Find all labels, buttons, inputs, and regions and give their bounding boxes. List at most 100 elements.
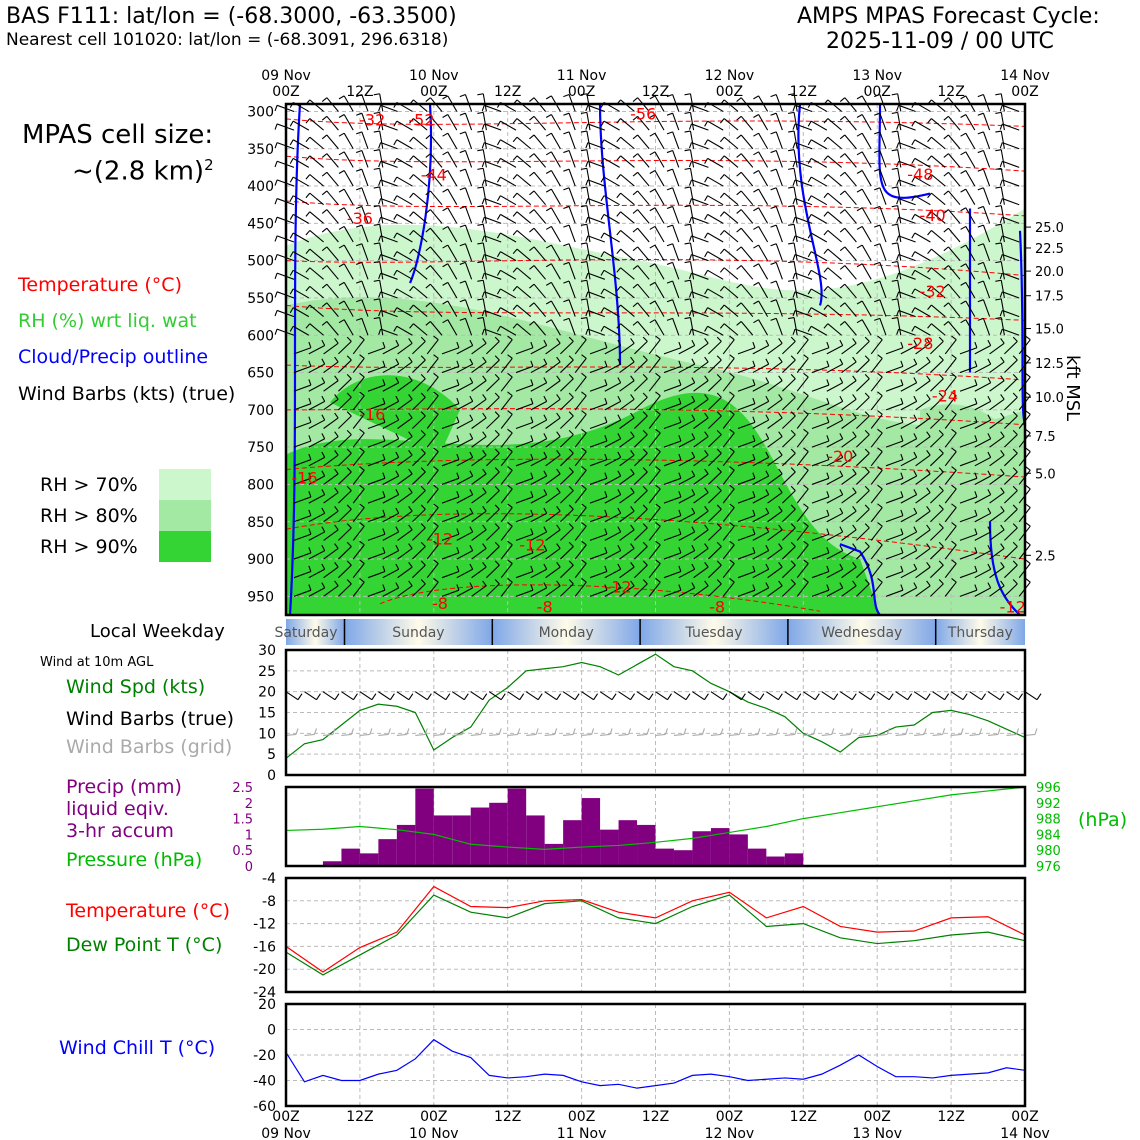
wind-barb xyxy=(914,251,931,262)
wind-barb xyxy=(758,188,769,205)
wind-barb-flag xyxy=(729,522,735,527)
wind-barb-flag xyxy=(507,410,513,415)
wind-barb xyxy=(326,302,339,317)
wind-barb-flag xyxy=(704,561,709,568)
wind-barb xyxy=(412,583,426,597)
wind-barb-flag xyxy=(556,450,561,456)
wind-barb-flag xyxy=(729,447,735,453)
wind-barb xyxy=(648,488,661,504)
wind-barb-flag xyxy=(839,115,846,121)
wind-barb-flag xyxy=(943,227,949,233)
wind-barb-flag xyxy=(616,230,622,236)
wind-barb xyxy=(430,246,443,262)
wind-barb xyxy=(293,496,312,504)
wind-barb xyxy=(723,304,739,318)
wind-barb-flag xyxy=(666,224,673,228)
wind-barb xyxy=(589,552,608,560)
pressure-tick-label: 984 xyxy=(1036,828,1061,843)
wind-barb-flag xyxy=(543,414,548,421)
wind-barb-flag xyxy=(507,354,513,359)
wind-barb-flag xyxy=(543,395,548,402)
wind-barb xyxy=(737,477,756,485)
wind-barb xyxy=(586,298,591,317)
wind-barb-flag xyxy=(891,167,898,170)
wind-chill-line xyxy=(285,1038,1026,1089)
surface-wind-barb-flag xyxy=(870,693,876,700)
grid-wind-barb-flag xyxy=(775,728,779,735)
wind-barb-flag xyxy=(604,416,608,423)
wind-barb xyxy=(574,339,587,355)
wind-barb xyxy=(397,398,413,411)
wind-barb-flag xyxy=(752,360,756,367)
wind-barb xyxy=(396,269,413,280)
wind-barb-flag xyxy=(913,470,918,477)
rh80-region xyxy=(920,404,1025,515)
wind-barb-flag xyxy=(512,174,518,180)
wind-barb xyxy=(1002,142,1020,150)
wind-barb xyxy=(989,473,1005,485)
wind-barb xyxy=(931,211,946,224)
wind-barb xyxy=(678,494,695,504)
wind-barb xyxy=(326,115,339,131)
wind-barb-flag xyxy=(395,395,400,402)
wind-barb xyxy=(586,112,591,131)
wind-barb-flag xyxy=(545,244,552,249)
wind-barb-flag xyxy=(308,547,312,554)
top-date-label: 09 Nov xyxy=(261,68,311,84)
wind-barb xyxy=(338,527,352,541)
wind-barb-flag xyxy=(581,503,587,509)
wind-barb xyxy=(380,142,398,150)
wind-barb xyxy=(456,550,473,560)
weekday-name: Wednesday xyxy=(821,625,902,641)
wind-barb xyxy=(589,365,608,374)
wind-barb xyxy=(516,211,532,224)
wind-barb-flag xyxy=(960,244,967,249)
wind-barb-flag xyxy=(684,298,691,301)
wind-barb-flag xyxy=(684,111,691,114)
wind-barb-flag xyxy=(807,270,812,276)
wind-barb xyxy=(515,589,534,597)
wind-barb xyxy=(603,176,620,187)
wind-barb xyxy=(678,587,695,597)
wind-barb-flag xyxy=(792,254,796,261)
wind-barb-flag xyxy=(433,466,439,471)
wind-barb xyxy=(959,347,978,355)
wind-barb-flag xyxy=(864,504,870,510)
wind-barb-flag xyxy=(356,149,363,154)
wind-barb-flag xyxy=(408,487,413,493)
wind-barb xyxy=(930,452,944,467)
wind-barb-flag xyxy=(778,356,783,363)
wind-barb xyxy=(338,415,352,429)
wind-barb xyxy=(533,265,547,280)
wind-barb xyxy=(560,434,574,448)
wind-barb-flag xyxy=(752,491,756,498)
wind-barb xyxy=(959,496,978,504)
wind-barb xyxy=(775,150,783,168)
wind-barb-flag xyxy=(481,254,485,261)
wind-barb-flag xyxy=(911,325,916,332)
grid-wind-barb-flag xyxy=(849,728,853,735)
wind-barb xyxy=(989,398,1005,411)
wind-barb xyxy=(793,93,798,112)
wind-barb-flag xyxy=(977,168,984,172)
wind-barb xyxy=(810,232,828,243)
wind-barb-flag xyxy=(704,412,709,419)
wind-barb-flag xyxy=(839,507,844,514)
wind-barb xyxy=(620,155,635,168)
temperature-contour-label: -16 xyxy=(291,468,317,487)
wind-barb xyxy=(486,415,500,429)
wind-barb-flag xyxy=(481,198,485,205)
wind-barb-flag xyxy=(729,466,735,471)
wind-barb xyxy=(989,585,1005,597)
wind-barb xyxy=(737,403,756,411)
grid-wind-barb-flag xyxy=(591,728,595,735)
wind-barb-flag xyxy=(425,171,431,177)
wind-barb xyxy=(707,195,724,206)
wind-barb xyxy=(1000,168,1005,187)
wind-barb-flag xyxy=(545,300,552,305)
wind-barb xyxy=(722,525,735,541)
surface-wind-barb xyxy=(1024,691,1038,701)
wind-barb xyxy=(604,475,621,485)
grid-wind-barb-flag xyxy=(997,728,1001,735)
wind-barb xyxy=(841,398,857,411)
